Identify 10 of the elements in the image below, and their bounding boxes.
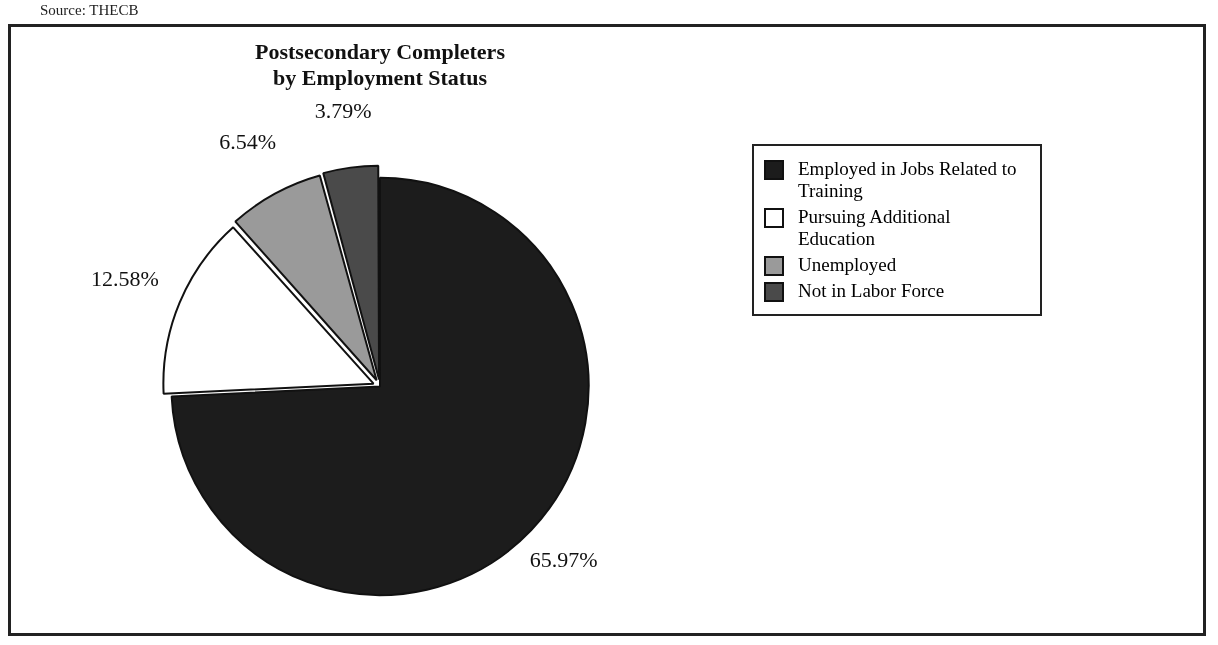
source-note: Source: THECB: [40, 2, 139, 19]
data-label: 3.79%: [314, 98, 372, 124]
data-label: 65.97%: [529, 547, 598, 573]
legend-label: Pursuing Additional Education: [798, 206, 952, 250]
legend-label: Unemployed: [798, 254, 897, 276]
legend-label: Not in Labor Force: [798, 280, 945, 302]
chart-title: Postsecondary Completers by Employment Status: [255, 38, 506, 91]
data-label: 12.58%: [90, 265, 159, 291]
legend-label: Employed in Jobs Related to Training: [798, 158, 1018, 202]
data-label: 6.54%: [219, 129, 277, 155]
